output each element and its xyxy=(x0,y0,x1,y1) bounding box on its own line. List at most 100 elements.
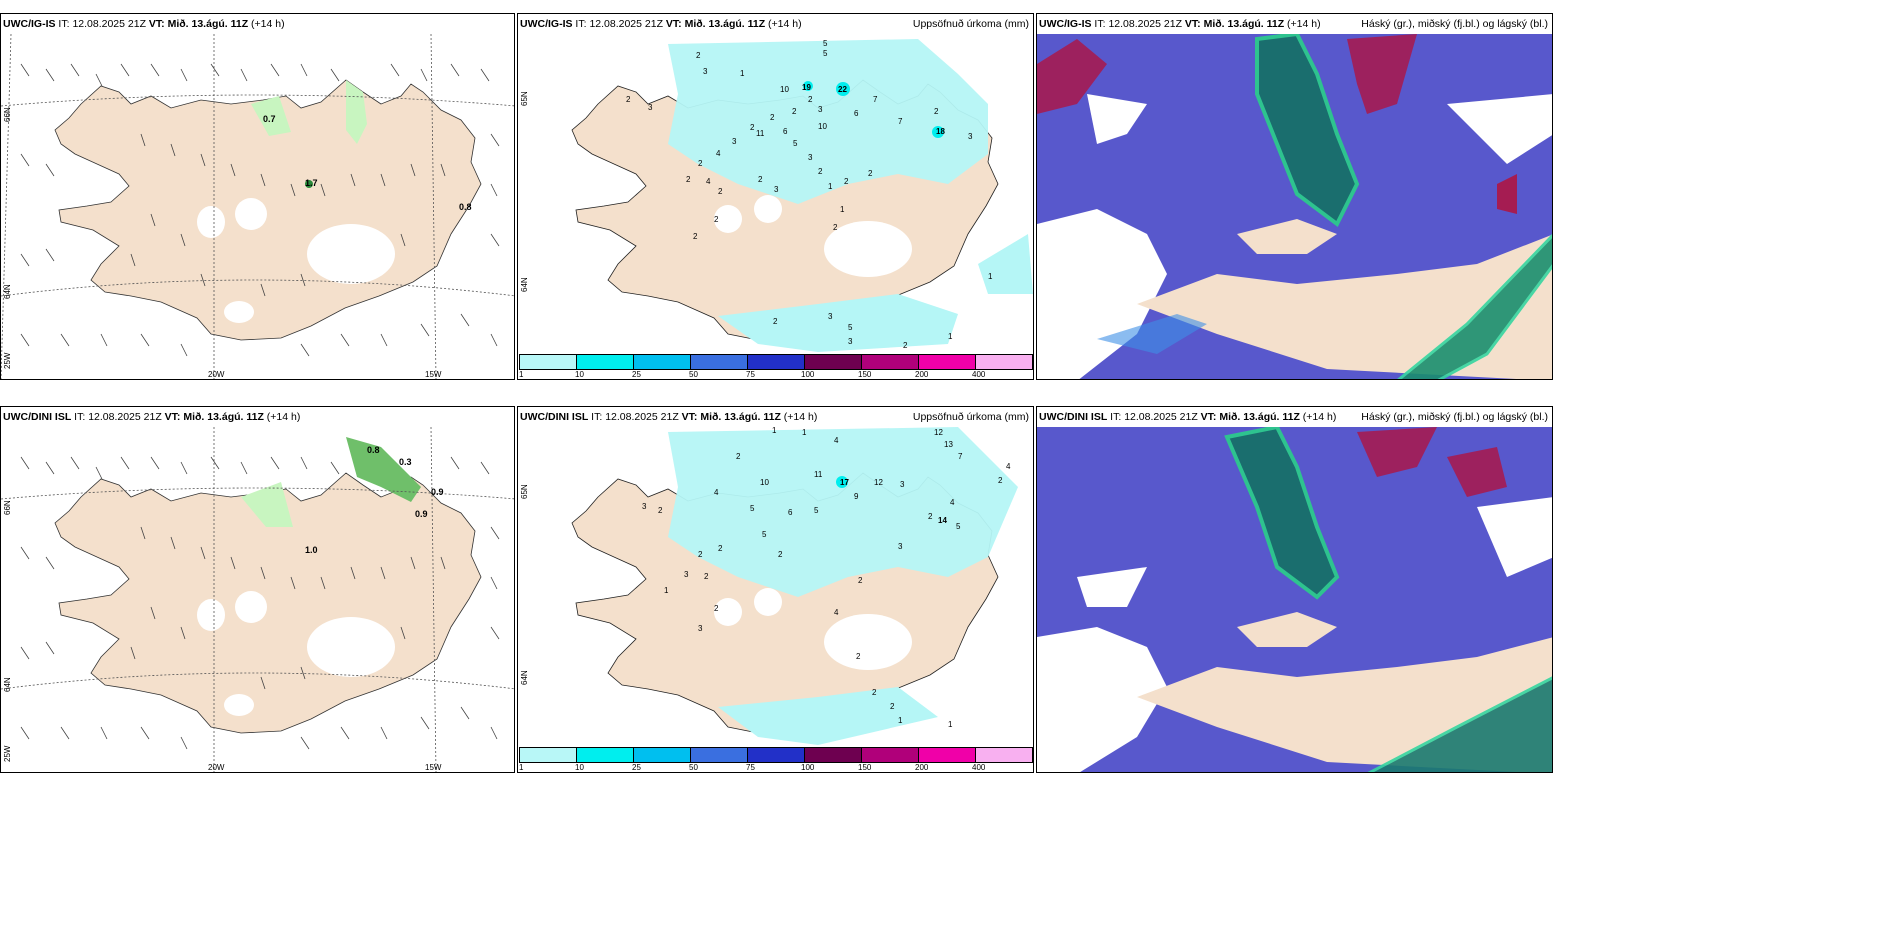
map-panel-precip-dini: UWC/DINI ISL IT: 12.08.2025 21Z VT: Mið.… xyxy=(517,406,1034,773)
lat-label: 66N xyxy=(3,107,12,122)
lat-label: 65N xyxy=(520,91,529,106)
svg-text:5: 5 xyxy=(823,39,828,48)
panel-header: UWC/DINI ISL IT: 12.08.2025 21Z VT: Mið.… xyxy=(518,407,1033,427)
colorbar-swatch xyxy=(519,354,577,370)
panel-header: UWC/IG-IS IT: 12.08.2025 21Z VT: Mið. 13… xyxy=(1037,14,1552,34)
svg-text:2: 2 xyxy=(928,512,933,521)
colorbar-swatch xyxy=(690,354,748,370)
svg-text:2: 2 xyxy=(736,452,741,461)
svg-text:11: 11 xyxy=(814,470,823,479)
svg-text:10: 10 xyxy=(780,85,789,94)
svg-text:11: 11 xyxy=(756,129,765,138)
svg-text:4: 4 xyxy=(950,498,955,507)
cloud-map xyxy=(1037,427,1552,772)
panel-header: UWC/IG-IS IT: 12.08.2025 21Z VT: Mið. 13… xyxy=(1,14,514,34)
svg-text:2: 2 xyxy=(658,506,663,515)
svg-text:6: 6 xyxy=(783,127,788,136)
svg-text:2: 2 xyxy=(686,175,691,184)
svg-text:1: 1 xyxy=(664,586,669,595)
svg-text:2: 2 xyxy=(714,604,719,613)
svg-text:4: 4 xyxy=(1006,462,1011,471)
svg-text:2: 2 xyxy=(833,223,838,232)
svg-text:2: 2 xyxy=(704,572,709,581)
lat-label: 64N xyxy=(520,277,529,292)
colorbar-swatch xyxy=(861,747,919,763)
svg-text:2: 2 xyxy=(856,652,861,661)
colorbar-swatch xyxy=(519,747,577,763)
panel-header: UWC/DINI ISL IT: 12.08.2025 21Z VT: Mið.… xyxy=(1037,407,1552,427)
svg-text:1: 1 xyxy=(740,69,745,78)
value-label: 0.7 xyxy=(263,114,276,124)
colorbar-swatch xyxy=(975,354,1033,370)
precip-colorbar: 1 10 25 50 75 100 150 200 400 xyxy=(519,747,1033,772)
svg-text:2: 2 xyxy=(903,341,908,350)
colorbar-swatch xyxy=(747,747,805,763)
svg-text:5: 5 xyxy=(750,504,755,513)
colorbar-swatch xyxy=(861,354,919,370)
svg-text:2: 2 xyxy=(818,167,823,176)
panel-title-right: Háský (gr.), miðský (fj.bl.) og lágský (… xyxy=(1361,411,1548,423)
svg-text:3: 3 xyxy=(848,337,853,346)
colorbar-swatch xyxy=(576,354,634,370)
svg-text:3: 3 xyxy=(648,103,653,112)
svg-text:4: 4 xyxy=(834,436,839,445)
precip-map: 1 1 4 12 13 2 7 4 2 10 11 17 12 9 3 4 3 … xyxy=(518,427,1033,749)
svg-text:7: 7 xyxy=(898,117,903,126)
map-panel-wind-dini: UWC/DINI ISL IT: 12.08.2025 21Z VT: Mið.… xyxy=(0,406,515,773)
svg-text:2: 2 xyxy=(778,550,783,559)
lon-label: 15W xyxy=(425,370,442,379)
svg-text:3: 3 xyxy=(684,570,689,579)
svg-text:2: 2 xyxy=(998,476,1003,485)
lon-label: 20W xyxy=(208,370,225,379)
svg-text:9: 9 xyxy=(854,492,859,501)
svg-text:1: 1 xyxy=(898,716,903,725)
svg-text:5: 5 xyxy=(848,323,853,332)
svg-text:4: 4 xyxy=(716,149,721,158)
svg-text:2: 2 xyxy=(758,175,763,184)
svg-text:2: 2 xyxy=(858,576,863,585)
svg-text:2: 2 xyxy=(626,95,631,104)
value-label: 0.9 xyxy=(415,509,428,519)
value-label: 0.8 xyxy=(367,445,380,455)
svg-text:7: 7 xyxy=(873,95,878,104)
svg-text:2: 2 xyxy=(770,113,775,122)
cloud-map xyxy=(1037,34,1552,379)
svg-text:2: 2 xyxy=(693,232,698,241)
svg-text:2: 2 xyxy=(844,177,849,186)
wind-map: 0.8 0.3 0.9 0.9 1.0 xyxy=(1,427,514,772)
colorbar-swatch xyxy=(918,747,976,763)
map-panel-cloud-dini: UWC/DINI ISL IT: 12.08.2025 21Z VT: Mið.… xyxy=(1036,406,1553,773)
svg-text:3: 3 xyxy=(968,132,973,141)
svg-text:1: 1 xyxy=(948,720,953,729)
svg-text:2: 2 xyxy=(714,215,719,224)
map-panel-cloud-igis: UWC/IG-IS IT: 12.08.2025 21Z VT: Mið. 13… xyxy=(1036,13,1553,380)
colorbar-swatch xyxy=(804,747,862,763)
svg-text:2: 2 xyxy=(750,123,755,132)
svg-text:4: 4 xyxy=(834,608,839,617)
svg-text:13: 13 xyxy=(944,440,953,449)
svg-text:5: 5 xyxy=(956,522,961,531)
svg-text:19: 19 xyxy=(802,83,811,92)
svg-text:5: 5 xyxy=(814,506,819,515)
svg-text:2: 2 xyxy=(792,107,797,116)
svg-text:5: 5 xyxy=(823,49,828,58)
svg-text:2: 2 xyxy=(868,169,873,178)
colorbar-swatch xyxy=(690,747,748,763)
svg-text:2: 2 xyxy=(808,95,813,104)
lat-label: 66N xyxy=(3,500,12,515)
value-label: 0.8 xyxy=(459,202,472,212)
svg-text:1: 1 xyxy=(840,205,845,214)
svg-text:4: 4 xyxy=(706,177,711,186)
lat-label: 65N xyxy=(520,484,529,499)
svg-text:3: 3 xyxy=(642,502,647,511)
svg-text:22: 22 xyxy=(838,85,847,94)
colorbar-swatch xyxy=(633,354,691,370)
svg-text:1: 1 xyxy=(802,428,807,437)
panel-title-right: Háský (gr.), miðský (fj.bl.) og lágský (… xyxy=(1361,18,1548,30)
colorbar-swatch xyxy=(576,747,634,763)
colorbar-swatch xyxy=(804,354,862,370)
svg-text:10: 10 xyxy=(760,478,769,487)
svg-text:10: 10 xyxy=(818,122,827,131)
svg-text:3: 3 xyxy=(703,67,708,76)
lon-label: 25W xyxy=(3,745,12,762)
